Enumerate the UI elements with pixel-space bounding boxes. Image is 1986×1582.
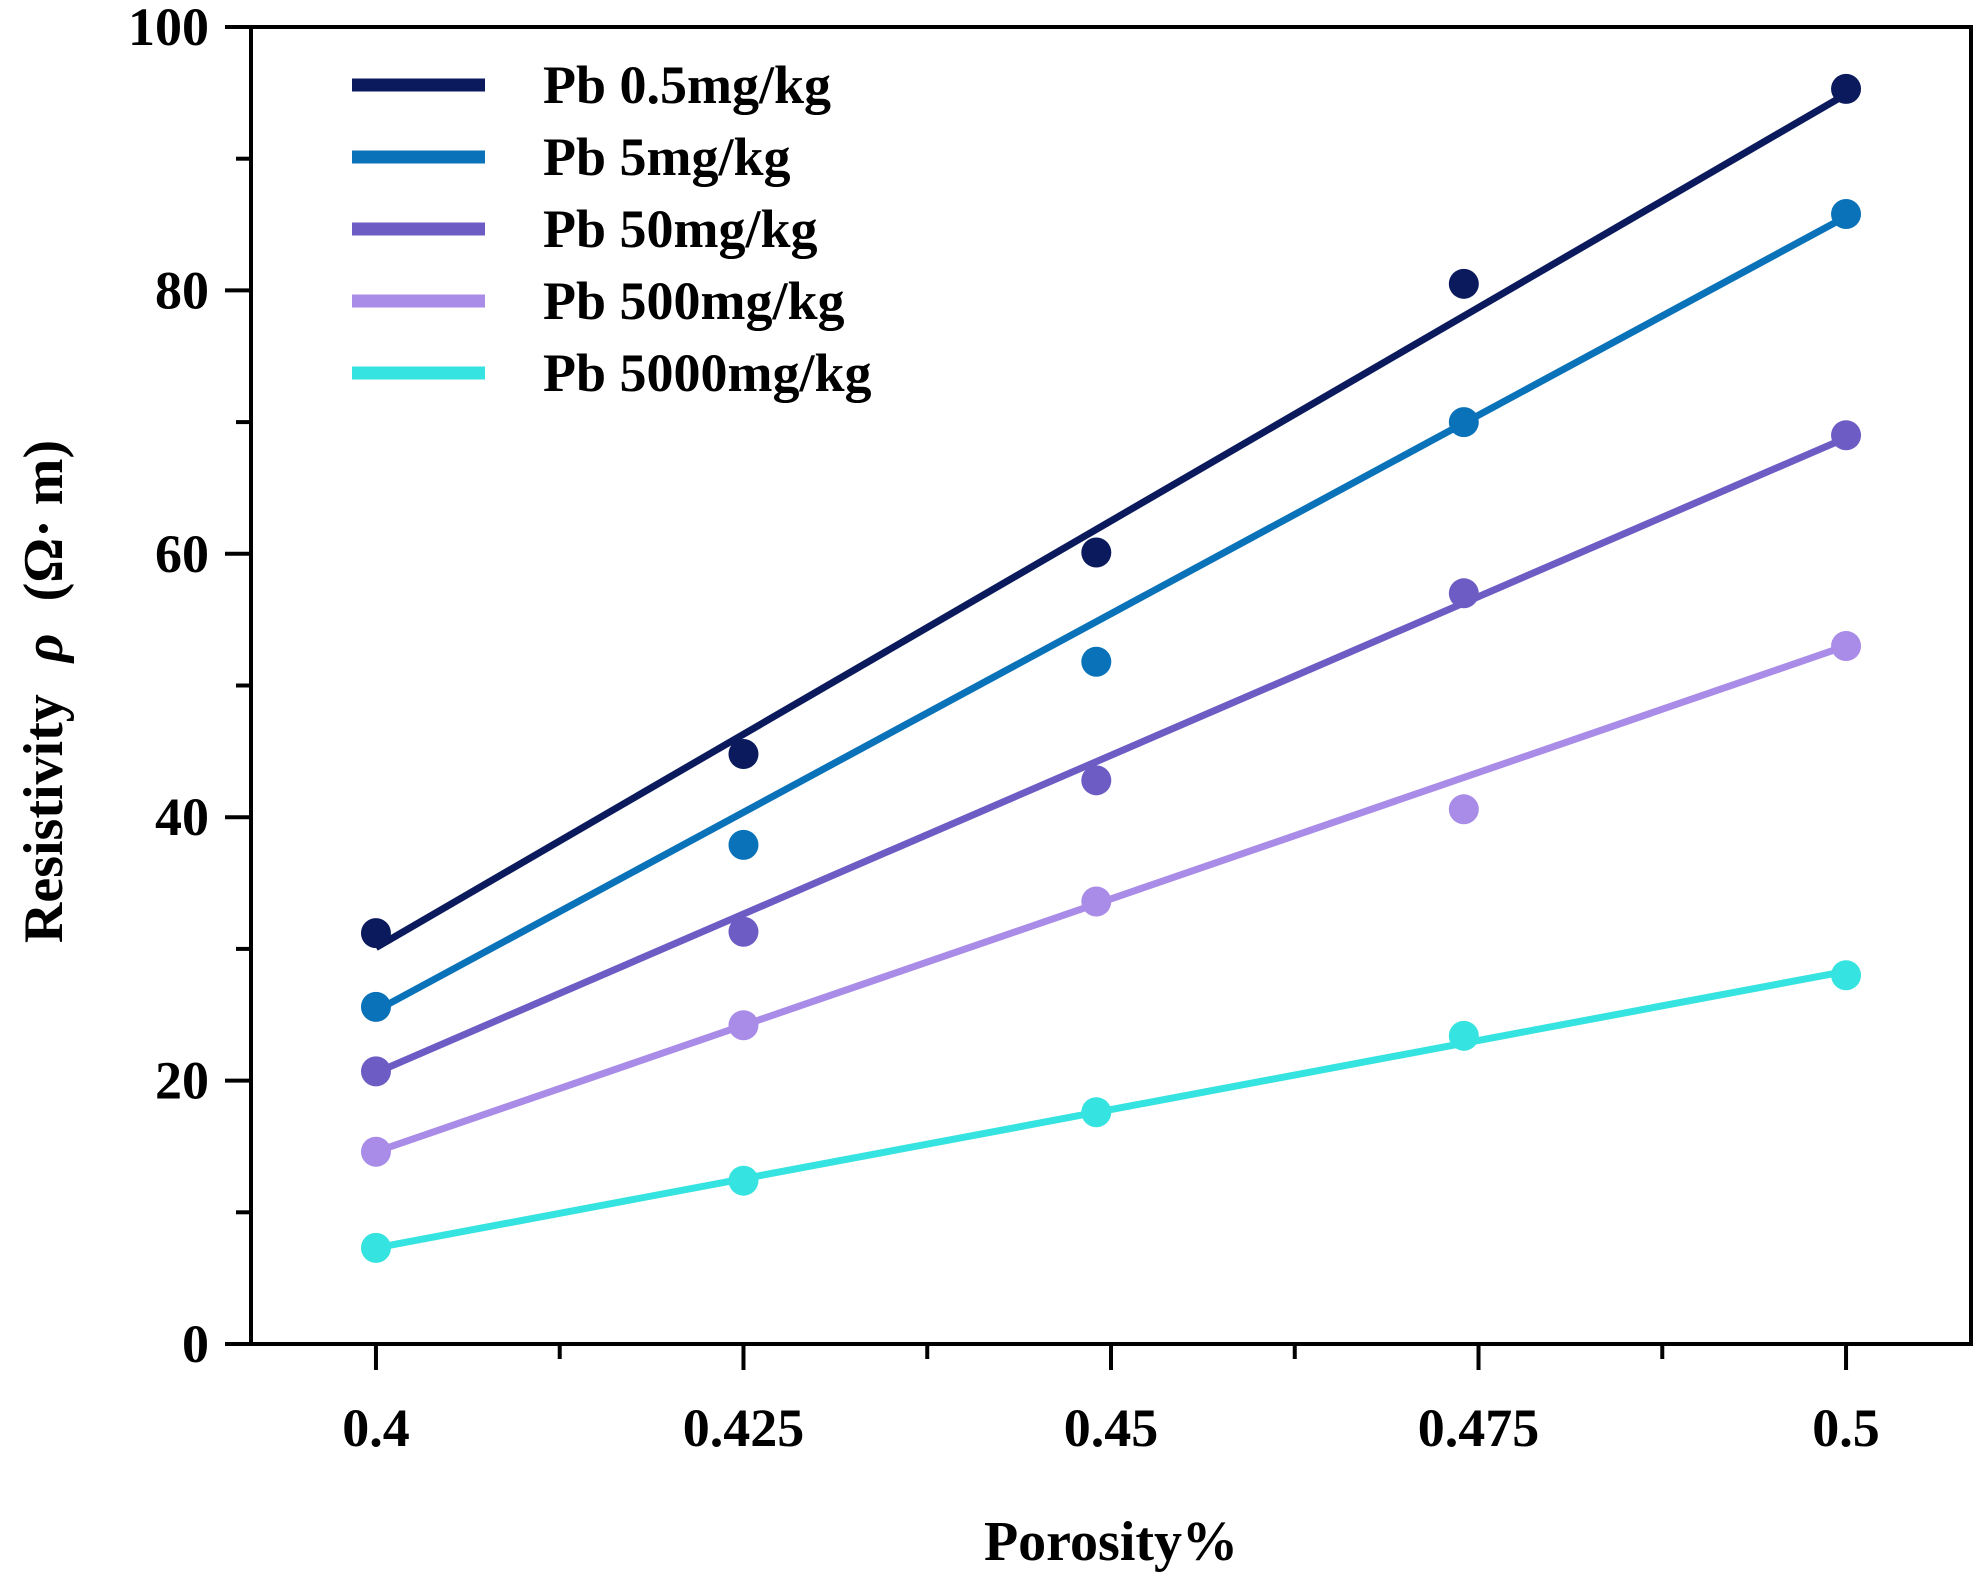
y-axis-title-unit: (Ω· m)	[13, 440, 75, 601]
legend-label-3: Pb 50mg/kg	[543, 199, 818, 259]
x-axis-title: Porosity%	[984, 1511, 1238, 1573]
data-point-s4-4	[1448, 794, 1479, 825]
data-point-s4-3	[1081, 886, 1112, 917]
y-axis-title-symbol: ρ	[13, 633, 75, 664]
data-point-s1-3	[1081, 537, 1112, 568]
x-tick-label: 0.475	[1418, 1398, 1540, 1458]
x-tick-label: 0.5	[1812, 1398, 1880, 1458]
data-point-s5-3	[1081, 1097, 1112, 1128]
data-point-s3-4	[1448, 578, 1479, 609]
y-tick-label: 100	[128, 0, 209, 57]
data-point-s4-1	[360, 1136, 391, 1167]
data-point-s2-3	[1081, 646, 1112, 677]
data-point-s4-5	[1831, 630, 1862, 661]
data-point-s1-4	[1448, 268, 1479, 299]
data-point-s2-5	[1831, 199, 1862, 230]
data-point-s5-5	[1831, 960, 1862, 991]
y-tick-label: 40	[155, 787, 209, 847]
plot-frame	[249, 25, 1973, 1346]
y-axis-title: Resistivity ρ (Ω· m)	[13, 440, 75, 943]
legend-label-4: Pb 500mg/kg	[543, 271, 845, 331]
legend-label-1: Pb 0.5mg/kg	[543, 55, 831, 115]
x-tick-label: 0.425	[683, 1398, 805, 1458]
y-tick-label: 20	[155, 1051, 209, 1111]
y-tick-label: 0	[182, 1314, 209, 1374]
data-point-s4-2	[728, 1010, 759, 1041]
data-point-s2-1	[360, 991, 391, 1022]
data-point-s5-4	[1448, 1020, 1479, 1051]
data-point-s3-5	[1831, 420, 1862, 451]
y-tick-label: 80	[155, 260, 209, 320]
data-point-s2-4	[1448, 407, 1479, 438]
data-points	[360, 73, 1862, 1263]
data-point-s5-2	[728, 1165, 759, 1196]
fit-lines	[374, 91, 1848, 1252]
y-axis-title-text: Resistivity	[13, 694, 75, 943]
legend-label-5: Pb 5000mg/kg	[543, 343, 872, 403]
data-point-s1-2	[728, 738, 759, 769]
data-point-s5-1	[360, 1232, 391, 1263]
x-axis: 0.4 0.425 0.45 0.475 0.5	[342, 1344, 1880, 1458]
data-point-s3-1	[360, 1056, 391, 1087]
y-tick-label: 60	[155, 524, 209, 584]
data-point-s1-5	[1831, 73, 1862, 104]
legend-label-2: Pb 5mg/kg	[543, 127, 791, 187]
fit-line-2	[374, 213, 1848, 1014]
data-point-s3-2	[728, 916, 759, 947]
data-point-s1-1	[360, 918, 391, 949]
data-point-s3-3	[1081, 765, 1112, 796]
x-tick-label: 0.4	[342, 1398, 410, 1458]
y-axis: 0 20 40 60 80 100	[128, 0, 251, 1374]
legend: Pb 0.5mg/kg Pb 5mg/kg Pb 50mg/kg Pb 500mg/k…	[352, 55, 872, 403]
x-tick-label: 0.45	[1064, 1398, 1159, 1458]
data-point-s2-2	[728, 829, 759, 860]
fit-line-1	[374, 91, 1848, 951]
fit-line-3	[374, 434, 1848, 1076]
